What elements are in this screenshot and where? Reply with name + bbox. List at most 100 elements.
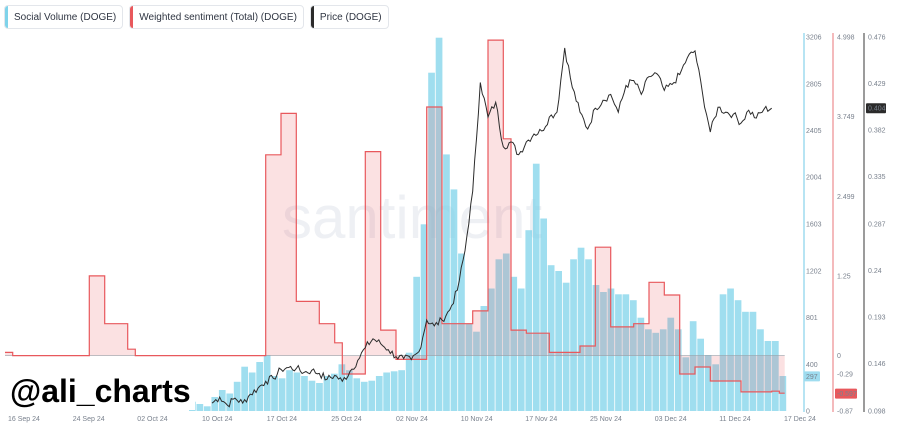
- social-volume-bar: [659, 329, 667, 411]
- social-volume-bar: [286, 370, 293, 411]
- x-axis-tick: 03 Dec 24: [655, 416, 687, 423]
- social-volume-bar: [316, 383, 323, 411]
- social-volume-bar: [278, 378, 286, 411]
- sentiment-line: [5, 39, 785, 394]
- price-current-label: 0.404: [868, 106, 886, 113]
- social-volume-bar: [622, 294, 630, 411]
- social-volume-bar: [360, 381, 368, 411]
- price-axis-tick: 0.098: [868, 409, 886, 416]
- sentiment-axis-tick: -0.29: [837, 372, 853, 379]
- social-volume-bar: [495, 259, 503, 411]
- social-volume-bar: [667, 317, 675, 411]
- social-volume-bar: [562, 282, 570, 411]
- social-volume-bar: [241, 366, 248, 411]
- social-volume-bar: [682, 357, 690, 411]
- price-axis-tick: 0.193: [868, 315, 886, 322]
- social-volume-bar: [592, 285, 600, 411]
- sentiment-axis-tick: 3.749: [837, 114, 855, 121]
- social-volume-bar: [435, 37, 443, 411]
- social-axis-tick: 400: [806, 362, 818, 369]
- sentiment-area: [5, 40, 785, 394]
- social-volume-bar: [368, 380, 376, 411]
- social-volume-bar: [248, 372, 256, 411]
- social-volume-bar: [764, 341, 772, 411]
- price-axis-tick: 0.335: [868, 174, 886, 181]
- x-axis-tick: 17 Dec 24: [784, 416, 816, 423]
- social-volume-bar: [293, 372, 301, 411]
- social-volume-bar: [697, 338, 704, 411]
- social-volume-bar: [652, 332, 660, 411]
- social-volume-bar: [712, 364, 719, 411]
- social-axis-tick: 1603: [806, 222, 822, 229]
- price-axis-ticks: 0.476 0.429 0.382 0.335 0.287 0.24 0.193 0.146 0…: [868, 35, 886, 416]
- legend-item-sentiment[interactable]: Weighted sentiment (Total) (DOGE): [129, 5, 304, 29]
- x-axis-tick: 02 Nov 24: [396, 416, 428, 423]
- social-volume-bar: [502, 253, 510, 411]
- social-volume-bar: [585, 259, 592, 411]
- social-axis-tick: 2805: [806, 81, 822, 88]
- legend-swatch-price: [310, 6, 314, 28]
- legend-swatch-social-volume: [5, 6, 8, 28]
- social-axis-tick: 3206: [806, 35, 822, 42]
- price-line: [211, 47, 773, 408]
- social-volume-bar: [742, 311, 749, 411]
- social-volume-bar: [488, 288, 495, 411]
- social-volume-bar: [323, 376, 331, 411]
- social-volume-bar: [390, 371, 398, 411]
- social-axis-tick: 2405: [806, 128, 822, 135]
- x-axis-tick: 10 Oct 24: [202, 416, 232, 423]
- social-volume-bar: [719, 294, 727, 411]
- social-volume-bar: [532, 163, 540, 411]
- sentiment-axis-tick: 0: [837, 353, 841, 360]
- legend-label-price: Price (DOGE): [319, 11, 382, 23]
- price-axis-tick: 0.287: [868, 222, 886, 229]
- legend-item-price[interactable]: Price (DOGE): [309, 5, 389, 29]
- social-volume-bar: [674, 329, 682, 411]
- right-axes: [803, 33, 865, 412]
- x-axis-ticks: 16 Sep 24 24 Sep 24 02 Oct 24 10 Oct 24 17 O…: [8, 416, 816, 423]
- legend-item-social-volume[interactable]: Social Volume (DOGE): [4, 5, 124, 29]
- sentiment-axis-tick: 4.998: [837, 35, 855, 42]
- sentiment-current-box: [835, 388, 857, 399]
- social-axis-tick: 0: [806, 409, 810, 416]
- social-volume-bar: [525, 230, 533, 411]
- x-axis-tick: 11 Dec 24: [719, 416, 750, 423]
- social-volume-bar: [443, 154, 450, 411]
- price-axis-tick: 0.24: [868, 268, 882, 275]
- social-volume-bar: [218, 390, 226, 411]
- social-volume-bar: [196, 404, 204, 411]
- social-volume-bar: [704, 355, 712, 411]
- social-volume-bar: [615, 294, 622, 411]
- x-axis-tick: 02 Oct 24: [137, 416, 167, 423]
- social-volume-bar: [458, 253, 465, 411]
- social-volume-bar: [428, 72, 435, 411]
- social-volume-bar: [331, 373, 338, 411]
- social-volume-bar: [383, 372, 390, 411]
- chart-legend: Social Volume (DOGE) Weighted sentiment …: [4, 5, 389, 29]
- social-current-label: 297: [806, 374, 818, 381]
- sentiment-axis-ticks: 4.998 3.749 2.499 1.25 0 -0.29 -0.87: [837, 35, 855, 416]
- social-volume-bar: [749, 311, 757, 411]
- legend-label-social-volume: Social Volume (DOGE): [14, 11, 117, 23]
- social-volume-bar: [338, 364, 346, 411]
- sentiment-axis-tick: 2.499: [837, 194, 855, 201]
- legend-label-sentiment: Weighted sentiment (Total) (DOGE): [139, 11, 297, 23]
- social-volume-bar: [517, 288, 525, 411]
- social-volume-bar: [547, 265, 555, 411]
- social-volume-bar: [308, 380, 316, 411]
- x-axis-tick: 25 Oct 24: [331, 416, 361, 423]
- social-volume-bar: [510, 276, 518, 411]
- x-axis-tick: 25 Nov 24: [590, 416, 622, 423]
- social-volume-bar: [398, 370, 405, 411]
- price-axis-tick: 0.146: [868, 361, 886, 368]
- social-volume-bar: [301, 376, 308, 411]
- social-volume-bar: [420, 224, 428, 411]
- x-axis-tick: 17 Nov 24: [525, 416, 557, 423]
- author-handle: @ali_charts: [6, 372, 195, 410]
- social-volume-bar: [375, 376, 383, 411]
- social-volume-bar: [480, 306, 488, 411]
- price-axis-tick: 0.382: [868, 128, 886, 135]
- social-volume-bar: [473, 331, 480, 411]
- social-volume-bar: [637, 317, 645, 411]
